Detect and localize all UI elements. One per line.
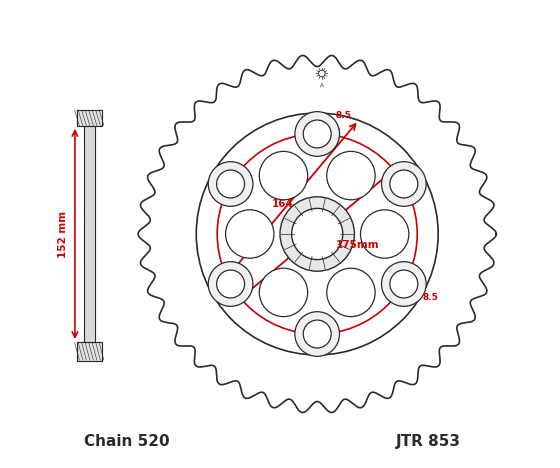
- Text: JTR 853: JTR 853: [396, 433, 461, 448]
- Circle shape: [381, 161, 426, 206]
- Polygon shape: [77, 342, 101, 361]
- Polygon shape: [77, 110, 101, 126]
- Text: 164: 164: [272, 199, 293, 209]
- Circle shape: [390, 170, 418, 198]
- Text: Chain 520: Chain 520: [83, 433, 169, 448]
- Circle shape: [292, 208, 343, 260]
- Circle shape: [390, 270, 418, 298]
- Circle shape: [361, 210, 409, 258]
- Circle shape: [326, 268, 375, 317]
- Text: A: A: [320, 83, 324, 88]
- Circle shape: [259, 151, 307, 200]
- Circle shape: [217, 270, 245, 298]
- Circle shape: [259, 268, 307, 317]
- Circle shape: [295, 312, 339, 356]
- Text: 152 mm: 152 mm: [58, 211, 68, 257]
- Circle shape: [319, 70, 325, 77]
- Circle shape: [226, 210, 274, 258]
- Circle shape: [295, 112, 339, 156]
- Circle shape: [280, 197, 354, 271]
- Circle shape: [381, 262, 426, 307]
- Circle shape: [304, 320, 331, 348]
- Circle shape: [304, 120, 331, 148]
- Circle shape: [208, 262, 253, 307]
- Text: 8.5: 8.5: [422, 293, 438, 302]
- Circle shape: [208, 161, 253, 206]
- Circle shape: [217, 170, 245, 198]
- Circle shape: [326, 151, 375, 200]
- Text: 8.5: 8.5: [336, 111, 352, 120]
- Polygon shape: [83, 126, 95, 342]
- Text: 175mm: 175mm: [336, 240, 380, 250]
